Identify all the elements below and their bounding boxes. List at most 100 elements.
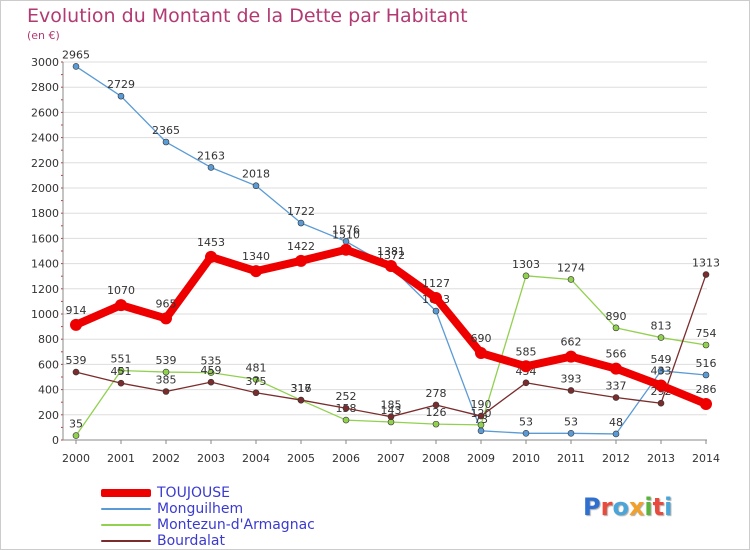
data-label: 385 bbox=[156, 373, 177, 386]
data-point bbox=[432, 401, 440, 409]
y-tick-label: 2800 bbox=[31, 81, 59, 94]
data-label: 1303 bbox=[512, 258, 540, 271]
y-tick-label: 1800 bbox=[31, 207, 59, 220]
data-label: 2965 bbox=[62, 48, 90, 61]
series-toujouse: 914 1070 965 1453 1340 1422 1510 1381 1127 690 585… bbox=[66, 229, 717, 410]
logo-letter: x bbox=[628, 493, 645, 521]
data-point bbox=[385, 259, 397, 272]
y-tick-label: 3000 bbox=[31, 56, 59, 69]
data-point bbox=[252, 182, 260, 190]
data-point bbox=[207, 378, 215, 386]
data-label: 516 bbox=[696, 357, 717, 370]
data-point bbox=[655, 379, 667, 392]
data-label: 1274 bbox=[557, 261, 585, 274]
data-label: 48 bbox=[609, 416, 623, 429]
data-label: 1127 bbox=[422, 277, 450, 290]
data-label: 2163 bbox=[197, 149, 225, 162]
data-label: 539 bbox=[66, 354, 87, 367]
data-label: 53 bbox=[519, 415, 533, 428]
data-label: 549 bbox=[651, 353, 672, 366]
data-label: 317 bbox=[291, 382, 312, 395]
data-point bbox=[117, 367, 125, 374]
data-point bbox=[297, 396, 305, 404]
data-point bbox=[702, 341, 710, 349]
x-tick-label: 2001 bbox=[107, 452, 135, 465]
data-label: 690 bbox=[471, 332, 492, 345]
data-label: 1070 bbox=[107, 284, 135, 297]
legend-label: TOUJOUSE bbox=[157, 485, 230, 501]
data-label: 393 bbox=[561, 372, 582, 385]
x-tick-label: 2012 bbox=[602, 452, 630, 465]
data-point bbox=[477, 421, 485, 429]
y-tick-label: 0 bbox=[52, 434, 59, 447]
y-tick-label: 800 bbox=[38, 333, 59, 346]
data-point bbox=[567, 387, 575, 394]
x-tick-label: 2011 bbox=[557, 452, 585, 465]
logo-letter: i bbox=[644, 493, 653, 521]
x-tick-label: 2013 bbox=[647, 452, 675, 465]
data-point bbox=[657, 334, 665, 341]
data-point bbox=[612, 394, 620, 401]
chart-title: Evolution du Montant de la Dette par Hab… bbox=[27, 5, 468, 27]
legend-label: Montezun-d'Armagnac bbox=[157, 517, 315, 533]
data-label: 2729 bbox=[107, 78, 135, 91]
y-tick-label: 1600 bbox=[31, 232, 59, 245]
data-point bbox=[522, 379, 530, 387]
series-bourdalat: 5394513854593753172521852781904543933372… bbox=[66, 257, 720, 420]
data-point bbox=[342, 416, 350, 424]
data-point bbox=[340, 243, 352, 256]
data-label: 535 bbox=[201, 355, 222, 368]
y-tick-label: 1000 bbox=[31, 308, 59, 321]
logo-letter: P bbox=[583, 493, 601, 521]
y-tick-label: 1400 bbox=[31, 258, 59, 271]
legend-label: Bourdalat bbox=[157, 533, 225, 549]
data-label: 451 bbox=[111, 365, 132, 378]
data-point bbox=[565, 350, 577, 363]
data-label: 252 bbox=[336, 390, 357, 403]
data-label: 126 bbox=[426, 406, 447, 419]
data-label: 662 bbox=[561, 336, 582, 349]
data-label: 433 bbox=[651, 364, 672, 377]
x-tick-label: 2009 bbox=[467, 452, 495, 465]
legend-swatch bbox=[101, 540, 151, 542]
data-label: 35 bbox=[69, 418, 83, 431]
data-label: 539 bbox=[156, 354, 177, 367]
series-line bbox=[75, 273, 707, 418]
logo-letter: i bbox=[664, 493, 673, 521]
legend-label: Monguilhem bbox=[157, 501, 244, 517]
y-tick-label: 200 bbox=[38, 409, 59, 422]
proxiti-logo: Proxiti bbox=[583, 493, 672, 521]
legend-swatch bbox=[101, 524, 151, 526]
data-label: 185 bbox=[381, 399, 402, 412]
data-point bbox=[342, 404, 350, 412]
data-label: 566 bbox=[606, 348, 627, 361]
series-monguilhem: 2965272923652163201817221576137210237353… bbox=[62, 48, 717, 438]
data-label: 316 bbox=[291, 382, 312, 395]
data-label: 286 bbox=[696, 383, 717, 396]
data-point bbox=[477, 427, 485, 435]
data-label: 53 bbox=[564, 415, 578, 428]
data-label: 2365 bbox=[152, 124, 180, 137]
data-point bbox=[387, 413, 395, 420]
y-tick-label: 2000 bbox=[31, 182, 59, 195]
data-point bbox=[432, 307, 440, 315]
data-label: 1453 bbox=[197, 236, 225, 249]
logo-letter: o bbox=[612, 493, 629, 521]
data-label: 1510 bbox=[332, 229, 360, 242]
data-label: 890 bbox=[606, 310, 627, 323]
data-label: 143 bbox=[381, 404, 402, 417]
unit-label: (en €) bbox=[27, 29, 60, 42]
y-tick-label: 1200 bbox=[31, 283, 59, 296]
data-point bbox=[610, 362, 622, 375]
data-label: 481 bbox=[246, 361, 267, 374]
data-point bbox=[522, 430, 530, 437]
x-tick-label: 2002 bbox=[152, 452, 180, 465]
data-point bbox=[72, 63, 80, 70]
data-point bbox=[70, 318, 82, 331]
data-point bbox=[72, 432, 80, 439]
x-tick-label: 2010 bbox=[512, 452, 540, 465]
y-tick-label: 600 bbox=[38, 358, 59, 371]
legend-swatch bbox=[101, 489, 151, 497]
